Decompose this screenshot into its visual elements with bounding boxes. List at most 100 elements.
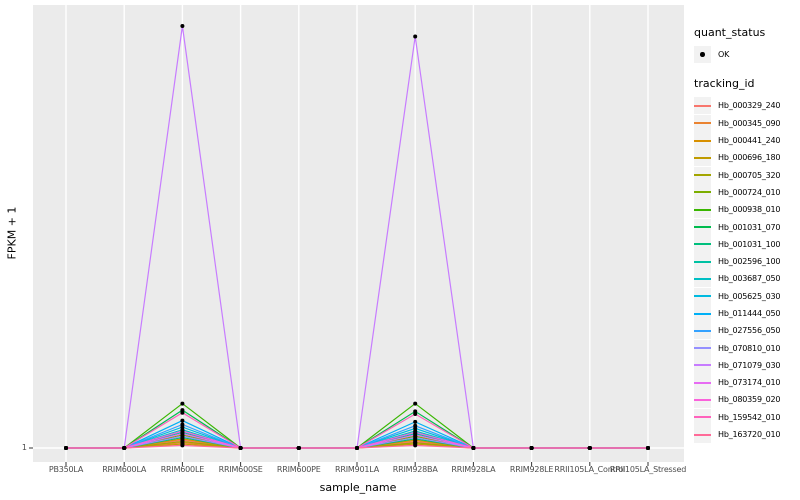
legend-item-label: Hb_000724_010 [718,187,781,197]
data-point [646,446,650,450]
data-point [587,446,592,450]
legend-key-box [694,218,711,236]
legend-item: Hb_073174_010 [694,374,798,392]
x-tick-label: RRIM600SE [218,465,263,474]
line-swatch-icon [694,156,711,159]
legend-item-label: Hb_163720_010 [718,430,781,440]
data-point [122,446,127,450]
legend-item: Hb_159542_010 [694,408,798,426]
data-point [180,410,185,415]
legend-key-box [694,426,711,444]
legend-item: Hb_005625_030 [694,287,798,305]
line-swatch-icon [694,104,711,107]
legend-item-label: Hb_071079_030 [718,360,781,370]
legend-item-label: Hb_027556_050 [718,326,781,336]
x-tick-label: RRIM901LA [335,465,379,474]
y-tick-label: 1 [21,443,27,452]
legend-item: Hb_071079_030 [694,356,798,374]
legend-item-label: Hb_001031_070 [718,222,781,232]
legend-item: Hb_001031_070 [694,218,798,236]
legend-key-box [694,270,711,288]
data-point [180,443,185,448]
legend-key-box [694,235,711,253]
legend-title-tracking-id: tracking_id [694,77,755,91]
legend-item: Hb_000345_090 [694,114,798,132]
legend-key-box [694,183,711,201]
x-tick-label: RRIM600LA [102,465,147,474]
line-swatch-icon [694,243,711,246]
legend-key-box [694,287,711,305]
data-point [180,401,185,406]
data-point [64,446,68,450]
data-point [471,446,476,450]
line-swatch-icon [694,208,711,211]
legend-item-label: Hb_159542_010 [718,412,781,422]
legend-item-label: Hb_000705_320 [718,170,781,180]
line-swatch-icon [694,312,711,315]
legend-item-label: Hb_005625_030 [718,291,781,301]
legend-item: Hb_000938_010 [694,201,798,219]
legend-key-box [694,391,711,409]
legend-item: Hb_002596_100 [694,253,798,271]
legend-item: Hb_003687_050 [694,270,798,288]
line-swatch-icon [694,433,711,436]
legend-item: Hb_000696_180 [694,149,798,167]
line-swatch-icon [694,226,711,229]
legend-item: Hb_080359_020 [694,391,798,409]
legend-key-box [694,305,711,322]
data-point [413,430,418,435]
legend-item-label: Hb_000696_180 [718,153,781,163]
legend-item-label: Hb_000441_240 [718,136,781,146]
legend-item-label: Hb_001031_100 [718,239,781,249]
legend-key-box [694,201,711,219]
legend-item-label: Hb_080359_020 [718,395,781,405]
data-point [413,34,418,39]
data-point [180,429,185,434]
line-swatch-icon [694,191,711,194]
legend-key-box [694,339,711,357]
line-swatch-icon [694,122,711,125]
data-point [180,418,185,423]
plot-area-svg [29,5,684,466]
legend-key-box [694,149,711,167]
line-swatch-icon [694,329,711,332]
legend-key-box [694,253,711,271]
data-point [296,446,301,450]
legend-item: Hb_000441_240 [694,132,798,150]
data-point [180,422,185,427]
legend-item-label: Hb_000938_010 [718,205,781,215]
legend-item: Hb_011444_050 [694,305,798,322]
x-tick-label: RRIM928BA [392,465,438,474]
legend-key-box [694,166,711,184]
legend-item: Hb_000724_010 [694,183,798,201]
legend-item: Hb_000329_240 [694,97,798,115]
legend-tracking-id-items: Hb_000329_240 Hb_000345_090 Hb_000441_240 H… [694,97,798,444]
legend-item: Hb_027556_050 [694,322,798,340]
legend-key-box [694,114,711,132]
y-axis-title: FPKM + 1 [5,206,19,260]
legend-item: Hb_001031_100 [694,235,798,253]
legend-item-label: Hb_000329_240 [718,101,781,111]
x-tick-label: RRIM928LE [509,465,554,474]
line-swatch-icon [694,260,711,263]
legend-item-label: Hb_011444_050 [718,309,781,318]
legend-item-label: Hb_000345_090 [718,118,781,128]
legend-item-label: Hb_003687_050 [718,274,781,284]
data-point [355,446,359,450]
x-axis-title: sample_name [319,481,397,494]
data-point [180,24,185,29]
line-swatch-icon [694,139,711,142]
data-point [413,401,418,406]
data-point [413,412,418,417]
x-tick-label: RRII105LA_Control [554,465,626,474]
legend-item: Hb_070810_010 [694,339,798,357]
legend-key-box [694,374,711,392]
legend-key-box [694,322,711,340]
line-swatch-icon [694,277,711,280]
legend-item: Hb_163720_010 [694,426,798,444]
line-swatch-icon [694,381,711,384]
legend-item-label: Hb_002596_100 [718,257,781,267]
legend-key-box [694,132,711,150]
legend-item-label: Hb_070810_010 [718,343,781,353]
line-swatch-icon [694,295,711,298]
